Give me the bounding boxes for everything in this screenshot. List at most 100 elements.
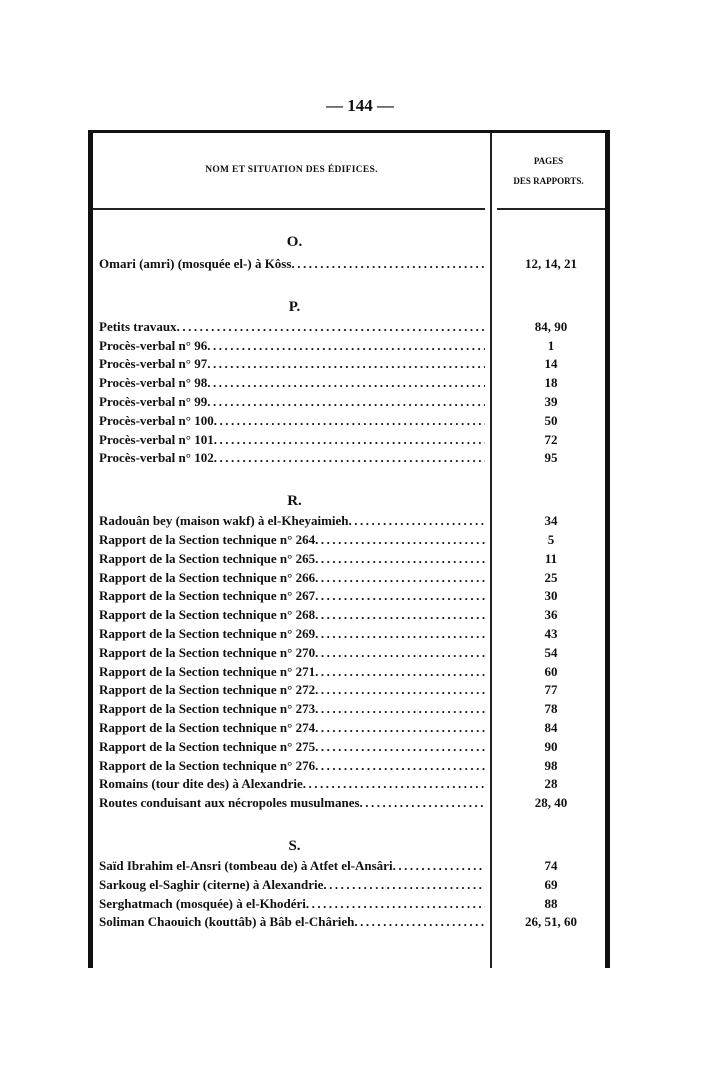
entry-pages: 60 xyxy=(544,663,558,679)
dot-leader: ........................................… xyxy=(348,513,485,529)
entry-name: Soliman Chaouich (kouttâb) à Bâb el-Châr… xyxy=(99,914,355,930)
entry-pages: 36 xyxy=(544,607,558,623)
entry-name: Rapport de la Section technique n° 269 xyxy=(99,625,316,641)
entry-pages: 88 xyxy=(544,895,558,911)
index-body: O. Omari (amri) (mosquée el-) à Kôss.....… xyxy=(99,225,607,932)
entry-name-cell: Omari (amri) (mosquée el-) à Kôss.......… xyxy=(99,255,485,274)
dot-leader: ........................................… xyxy=(207,356,485,372)
dot-leader: ........................................… xyxy=(315,588,485,604)
dot-leader: ........................................… xyxy=(315,531,485,547)
entry-name: Rapport de la Section technique n° 271 xyxy=(99,663,316,679)
index-entry: Serghatmach (mosquée) à el-Khodéri......… xyxy=(99,895,607,914)
entry-name: Rapport de la Section technique n° 273 xyxy=(99,701,316,717)
section-letter: P. xyxy=(288,298,301,315)
entry-pages: 28 xyxy=(544,776,558,792)
entry-name-cell: Procès-verbal n° 98.....................… xyxy=(99,374,485,393)
entry-pages: 34 xyxy=(544,513,558,529)
entry-name-cell: Rapport de la Section technique n° 269..… xyxy=(99,625,485,644)
dot-leader: ........................................… xyxy=(315,682,485,698)
entry-name-cell: Saïd Ibrahim el-Ansri (tombeau de) à Atf… xyxy=(99,857,485,876)
entry-pages: 11 xyxy=(544,550,558,566)
entry-name-cell: Procès-verbal n° 96.....................… xyxy=(99,337,485,356)
index-entry: Procès-verbal n° 102....................… xyxy=(99,449,607,468)
entry-pages: 74 xyxy=(544,857,558,873)
entry-pages: 90 xyxy=(544,738,558,754)
entry-name-cell: Procès-verbal n° 100....................… xyxy=(99,412,485,431)
entry-name-cell: Procès-verbal n° 102....................… xyxy=(99,449,485,468)
entry-name: Romains (tour dite des) à Alexandrie xyxy=(99,776,303,792)
column-divider xyxy=(490,133,492,968)
dot-leader: ........................................… xyxy=(392,857,485,873)
dot-leader: ........................................… xyxy=(323,876,485,892)
entry-name: Procès-verbal n° 102 xyxy=(99,450,214,466)
index-entry: Petits travaux..........................… xyxy=(99,318,607,337)
entry-pages: 43 xyxy=(544,625,558,641)
entry-pages: 28, 40 xyxy=(534,795,568,811)
dot-leader: ........................................… xyxy=(305,895,485,911)
dot-leader: ........................................… xyxy=(302,776,485,792)
header-rule xyxy=(497,208,605,210)
index-entry: Rapport de la Section technique n° 273..… xyxy=(99,700,607,719)
dot-leader: ........................................… xyxy=(315,550,485,566)
entry-name-cell: Rapport de la Section technique n° 275..… xyxy=(99,738,485,757)
entry-name: Procès-verbal n° 101 xyxy=(99,431,214,447)
entry-name: Rapport de la Section technique n° 276 xyxy=(99,757,316,773)
entry-name-cell: Rapport de la Section technique n° 272..… xyxy=(99,681,485,700)
dot-leader: ........................................… xyxy=(315,719,485,735)
section-letter: S. xyxy=(288,837,301,854)
index-entry: Procès-verbal n° 97.....................… xyxy=(99,355,607,374)
entry-pages: 54 xyxy=(544,644,558,660)
entry-pages: 95 xyxy=(544,450,558,466)
index-entry: Procès-verbal n° 96.....................… xyxy=(99,337,607,356)
entry-name: Radouân bey (maison wakf) à el-Kheyaimie… xyxy=(99,513,349,529)
entry-pages: 12, 14, 21 xyxy=(525,256,577,271)
entry-pages: 84, 90 xyxy=(534,318,568,334)
dot-leader: ........................................… xyxy=(213,431,485,447)
entry-name-cell: Petits travaux..........................… xyxy=(99,318,485,337)
entry-pages: 69 xyxy=(544,876,558,892)
index-entry: Rapport de la Section technique n° 269..… xyxy=(99,625,607,644)
entry-name: Rapport de la Section technique n° 275 xyxy=(99,738,316,754)
header-pages-line2: DES RAPPORTS. xyxy=(513,176,584,186)
entry-name-cell: Serghatmach (mosquée) à el-Khodéri......… xyxy=(99,895,485,914)
index-entry: Romains (tour dite des) à Alexandrie....… xyxy=(99,775,607,794)
entry-name-cell: Routes conduisant aux nécropoles musulma… xyxy=(99,794,485,813)
entry-name: Saïd Ibrahim el-Ansri (tombeau de) à Atf… xyxy=(99,857,393,873)
entry-name: Rapport de la Section technique n° 266 xyxy=(99,569,316,585)
section-gap xyxy=(99,813,607,829)
column-header-name: NOM ET SITUATION DES ÉDIFICES. xyxy=(205,165,378,175)
entry-name: Rapport de la Section technique n° 264 xyxy=(99,531,316,547)
dot-leader: ........................................… xyxy=(315,644,485,660)
dot-leader: ........................................… xyxy=(315,663,485,679)
section-gap xyxy=(99,274,607,290)
entry-name-cell: Rapport de la Section technique n° 264..… xyxy=(99,531,485,550)
section-letter: O. xyxy=(286,234,303,250)
index-entry: Rapport de la Section technique n° 265..… xyxy=(99,550,607,569)
header-pages-line1: PAGES xyxy=(533,156,564,166)
index-entry: Rapport de la Section technique n° 272..… xyxy=(99,681,607,700)
dot-leader: ........................................… xyxy=(315,738,485,754)
dot-leader: ........................................… xyxy=(207,337,485,353)
index-entry: Soliman Chaouich (kouttâb) à Bâb el-Châr… xyxy=(99,913,607,932)
index-entry: Rapport de la Section technique n° 264..… xyxy=(99,531,607,550)
entry-name-cell: Procès-verbal n° 99.....................… xyxy=(99,393,485,412)
entry-name: Sarkoug el-Saghir (citerne) à Alexandrie xyxy=(99,876,324,892)
entry-pages: 1 xyxy=(547,337,555,353)
entry-name: Serghatmach (mosquée) à el-Khodéri xyxy=(99,895,306,911)
entry-pages: 26, 51, 60 xyxy=(525,914,577,930)
entry-name-cell: Procès-verbal n° 101....................… xyxy=(99,431,485,450)
entry-name: Procès-verbal n° 100 xyxy=(99,412,214,428)
entry-name: Procès-verbal n° 99 xyxy=(99,393,208,409)
index-entry: Rapport de la Section technique n° 274..… xyxy=(99,719,607,738)
entry-pages: 25 xyxy=(544,569,558,585)
dot-leader: ........................................… xyxy=(213,412,485,428)
index-entry: Procès-verbal n° 100....................… xyxy=(99,412,607,431)
dot-leader: ........................................… xyxy=(354,914,485,930)
entry-name: Routes conduisant aux nécropoles musulma… xyxy=(99,795,360,811)
entry-name: Procès-verbal n° 98 xyxy=(99,375,208,391)
index-entry: Rapport de la Section technique n° 276..… xyxy=(99,757,607,776)
entry-name-cell: Sarkoug el-Saghir (citerne) à Alexandrie… xyxy=(99,876,485,895)
index-entry: Radouân bey (maison wakf) à el-Kheyaimie… xyxy=(99,512,607,531)
dot-leader: ........................................… xyxy=(291,256,485,271)
entry-name-cell: Procès-verbal n° 97.....................… xyxy=(99,355,485,374)
